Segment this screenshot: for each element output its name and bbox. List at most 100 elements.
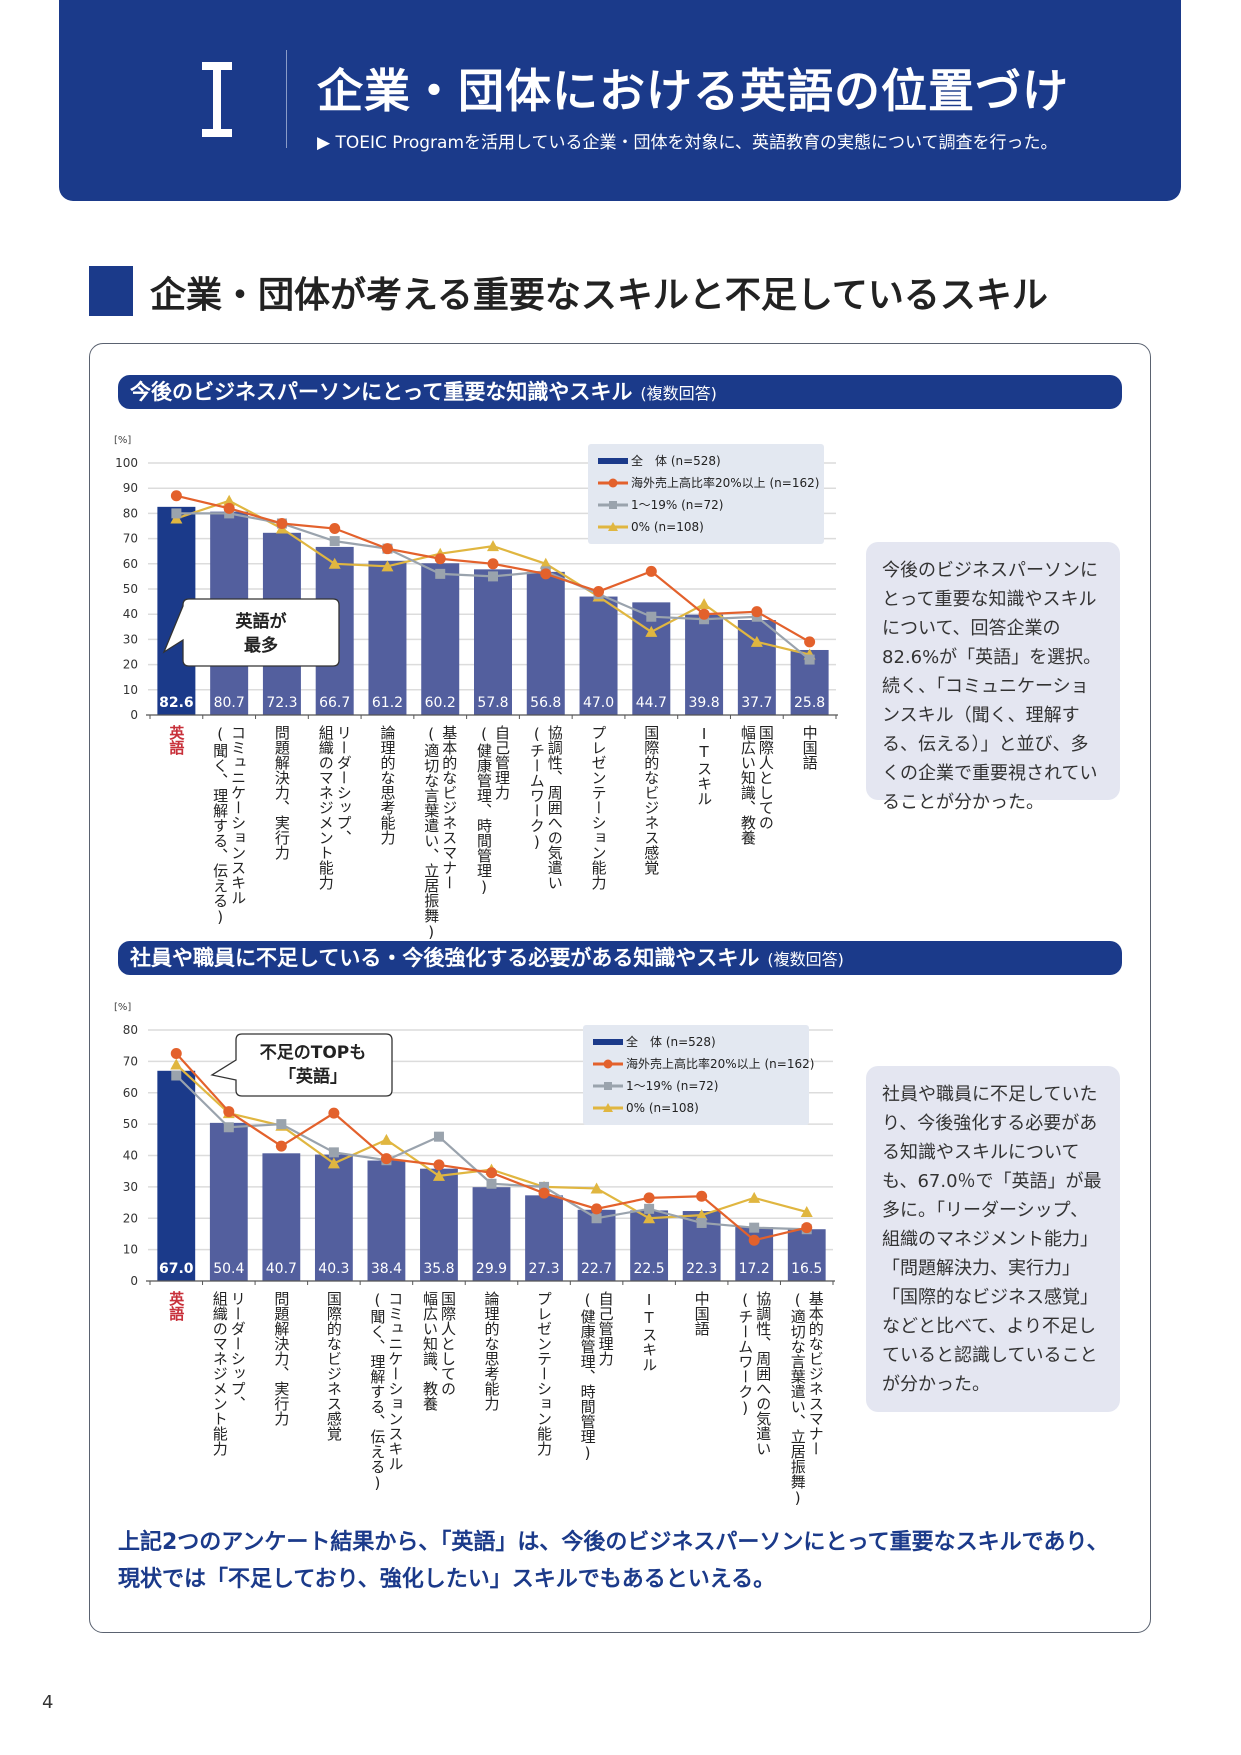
y-tick-label: 30 [123,632,138,646]
bar-value-label: 38.4 [371,1261,402,1277]
bar-value-label: 60.2 [425,695,456,711]
data-point [750,635,763,647]
category-label: 国際的なビジネス感覚 [324,1291,343,1441]
bar [420,1168,458,1281]
y-tick-label: 100 [115,456,138,470]
y-tick-label: 90 [123,481,138,495]
data-point [380,1133,393,1145]
y-axis-unit: [%] [114,435,131,446]
section-title: 企業・団体が考える重要なスキルと不足しているスキル [150,275,1048,316]
bar [314,1154,353,1281]
category-label: プレゼンテーション能力 [535,1291,554,1456]
chart1-note: 今後のビジネスパーソンにとって重要な知識やスキルについて、回答企業の82.6%が… [866,542,1120,813]
legend-label: 1～19% (n=72) [631,498,723,512]
legend-marker [603,1103,613,1112]
legend-label: 海外売上高比率20%以上 (n=162) [626,1056,814,1071]
bar-value-label: 22.3 [686,1261,717,1277]
bar [525,1195,563,1281]
y-tick-label: 70 [123,1054,138,1068]
category-label: 国際人としての 幅広い知識、教養 [738,725,775,845]
bar [787,1229,826,1281]
data-point [645,565,657,577]
data-point [801,1222,813,1234]
y-tick-label: 70 [123,532,138,546]
callout-text: 不足のTOPも [260,1043,367,1063]
data-point [275,1140,287,1152]
bar [157,1070,196,1281]
bar [474,569,512,715]
callout-bubble [162,598,340,667]
data-point [329,523,341,535]
bar-value-label: 35.8 [423,1261,454,1277]
y-tick-label: 10 [123,683,138,697]
conclusion: 上記2つのアンケート結果から、「英語」は、今後のビジネスパーソンにとって重要なス… [118,1524,1109,1598]
bar-value-label: 22.7 [581,1261,612,1277]
category-label: 協調性、周囲への気遣い (チームワーク) [736,1291,773,1456]
legend-marker [603,1059,613,1069]
data-point [328,1107,340,1119]
legend-label: 0% (n=108) [631,520,704,534]
data-point [751,606,763,618]
bar [209,1122,248,1281]
bar-value-label: 39.8 [688,695,719,711]
data-point [328,1147,339,1158]
callout-text: 英語が [236,611,287,632]
data-point [695,1209,708,1221]
y-tick-label: 80 [123,1023,138,1037]
legend-label: 海外売上高比率20%以上 (n=162) [631,475,819,490]
chart2-note: 社員や職員に不足していたり、今後強化する必要がある知識やスキルについても、67.… [866,1066,1120,1412]
category-label: 中国語 [692,1291,711,1336]
bar-value-label: 50.4 [213,1261,244,1277]
data-point [538,1187,550,1199]
callout-bubble [210,1033,393,1097]
bar [579,596,618,715]
callout-text: 最多 [244,635,278,656]
bar-value-label: 29.9 [476,1261,507,1277]
bar-value-label: 56.8 [530,695,561,711]
y-tick-label: 0 [130,1274,138,1288]
data-point [696,1190,708,1202]
chapter-numeral [202,62,232,137]
data-point [434,553,446,565]
category-label: リーダーシップ、 組織のマネジメント能力 [316,725,353,890]
bar-value-label: 37.7 [741,695,772,711]
bar-value-label: 57.8 [477,695,508,711]
category-label: 協調性、周囲への気遣い (チームワーク) [527,725,564,890]
chart1-title-bar: 今後のビジネスパーソンにとって重要な知識やスキル (複数回答) [118,375,1122,409]
data-point [645,625,658,637]
y-tick-label: 80 [123,506,138,520]
data-point [170,1048,182,1060]
data-point [643,1192,655,1204]
legend-marker [604,1082,612,1090]
y-tick-label: 60 [123,557,138,571]
bar-value-label: 16.5 [791,1261,822,1277]
data-point [696,1217,707,1228]
category-label: 自己管理力 (健康管理、時間管理) [578,1291,615,1462]
data-point [433,1131,444,1142]
bar [526,571,565,715]
category-label: ITスキル [640,1291,659,1372]
y-tick-label: 50 [123,582,138,596]
legend-marker [608,522,618,531]
chapter-subtitle: ▶ TOEIC Programを活用している企業・団体を対象に、英語教育の実態に… [317,133,1058,153]
data-point [170,1058,183,1070]
data-point [698,608,710,620]
bar-value-label: 40.3 [318,1261,349,1277]
bar [472,1187,511,1281]
data-point [644,1203,655,1214]
conclusion-line-2: 現状では「不足しており、強化したい」スキルでもあるといえる。 [118,1567,776,1592]
chart1-title: 今後のビジネスパーソンにとって重要な知識やスキル [130,380,633,404]
bar [421,563,460,715]
legend-label: 0% (n=108) [626,1101,699,1115]
callout-text: 「英語」 [279,1066,347,1087]
legend-label: 1～19% (n=72) [626,1079,718,1093]
legend-box [588,444,824,544]
legend-box [583,1025,809,1125]
category-label: 国際的なビジネス感覚 [642,725,661,875]
bar-value-label: 80.7 [214,695,245,711]
content-frame [89,343,1151,1633]
category-label: 問題解決力、実行力 [272,1291,291,1426]
category-label: 自己管理力 (健康管理、時間管理) [475,725,511,896]
bar-value-label: 27.3 [528,1261,559,1277]
data-point [591,1213,602,1224]
